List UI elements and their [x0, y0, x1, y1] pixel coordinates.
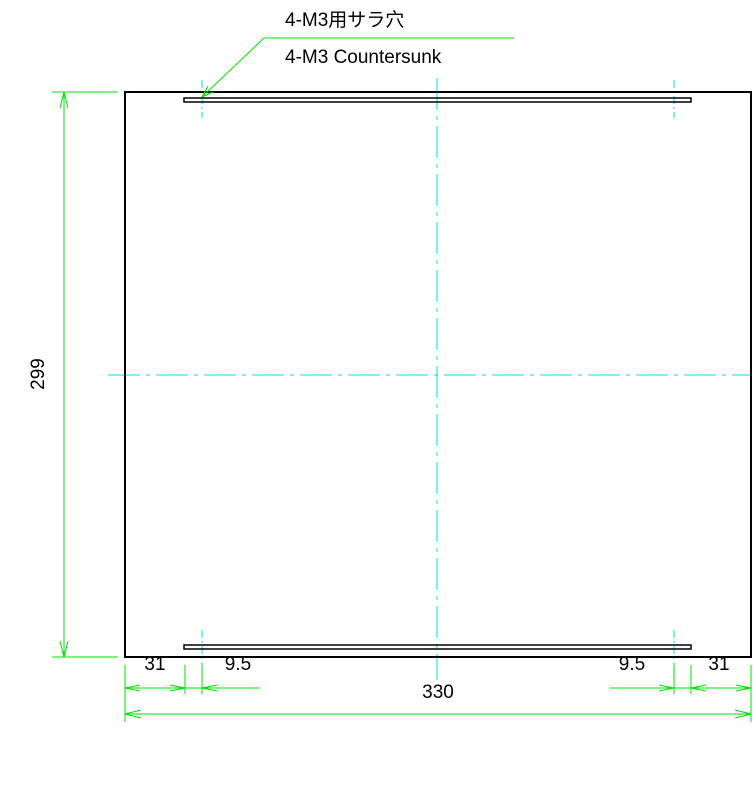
dimension-lines — [52, 37, 752, 722]
height-arrow-bottom — [59, 640, 69, 658]
part-outline — [124, 91, 752, 658]
note-leader-arrow — [201, 85, 214, 98]
dim-height-label: 299 — [28, 358, 49, 390]
dim-left-offset-arrows — [124, 684, 186, 692]
dim-left-offset-label: 31 — [144, 654, 165, 675]
height-arrow-top — [59, 91, 69, 109]
dim-width-arrows — [124, 709, 752, 719]
dim-right-hole-arrow — [658, 684, 675, 692]
dim-right-offset-label: 31 — [708, 654, 729, 675]
bottom-slot — [183, 644, 692, 650]
dim-right-offset-arrows — [690, 684, 752, 692]
note-leader-line — [201, 37, 265, 98]
top-slot — [183, 97, 692, 103]
plate-outline — [124, 91, 752, 658]
dim-left-hole-label: 9.5 — [225, 654, 251, 675]
note-text-en: 4-M3 Countersunk — [285, 47, 442, 68]
note-text-jp: 4-M3用サラ穴 — [285, 9, 404, 31]
dim-right-hole-label: 9.5 — [619, 654, 645, 675]
center-lines — [108, 78, 752, 680]
dim-width-label: 330 — [422, 682, 454, 703]
dim-left-hole-arrow — [201, 684, 218, 692]
